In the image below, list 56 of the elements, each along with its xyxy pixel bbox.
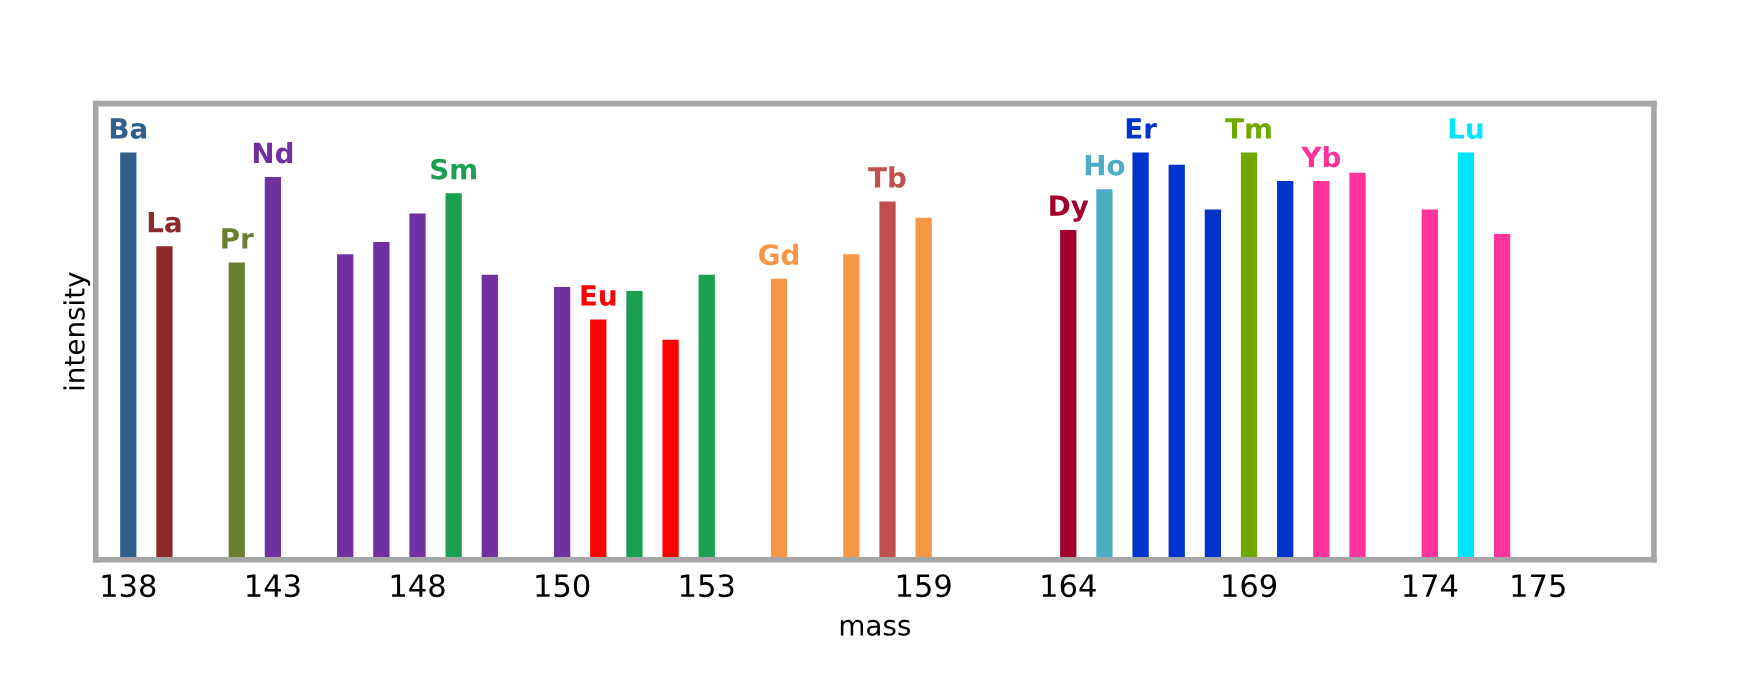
x-tick-label: 143 [247, 574, 300, 598]
bar [770, 278, 788, 560]
series-label: Ba [110, 118, 147, 139]
bar [445, 193, 462, 560]
bar [1277, 181, 1294, 560]
series-label: Ho [1085, 154, 1125, 176]
series-label: Lu [1449, 118, 1483, 139]
x-tick-label: 175 [1512, 574, 1565, 598]
series-label: Tb [868, 166, 906, 188]
x-tick-label: 148 [391, 574, 445, 598]
bar [156, 246, 173, 560]
series-label: Eu [581, 285, 616, 306]
x-tick-label: 164 [1042, 574, 1096, 598]
bar [1457, 152, 1475, 560]
bar [1349, 172, 1366, 560]
y-axis-title: intensity [63, 272, 91, 390]
x-tick-label: 150 [536, 574, 590, 598]
bar [1493, 233, 1511, 560]
series-label: Nd [253, 141, 293, 164]
x-tick-label: 169 [1223, 574, 1277, 598]
bar [553, 286, 571, 560]
bar [1421, 209, 1438, 560]
series-label: Gd [759, 243, 799, 266]
bar [1204, 209, 1222, 560]
series-label: Er [1126, 118, 1157, 139]
x-tick-label: 159 [897, 574, 951, 598]
bar [120, 152, 137, 560]
series-label: Pr [222, 228, 254, 249]
bar [1168, 164, 1185, 560]
series-label: Tm [1225, 118, 1271, 139]
bar [409, 213, 426, 560]
series-label: La [148, 212, 181, 233]
bar [698, 274, 715, 560]
bar [626, 290, 643, 560]
bar [1060, 229, 1077, 560]
bar [1313, 181, 1330, 560]
x-axis-title: mass [840, 619, 911, 636]
bar [337, 254, 354, 560]
bar [1096, 189, 1113, 560]
bar [1132, 152, 1149, 560]
x-tick-label: 174 [1404, 574, 1458, 597]
bar [1240, 152, 1258, 560]
bar [228, 262, 245, 560]
series-label: Sm [431, 158, 476, 180]
bar [481, 274, 498, 560]
x-tick-label: 138 [102, 574, 156, 598]
series-label: Dy [1050, 195, 1089, 222]
bar [373, 242, 390, 560]
bar [264, 176, 282, 560]
bar [879, 201, 896, 560]
series-label: Yb [1301, 145, 1341, 168]
bar [843, 254, 860, 560]
x-tick-label: 153 [680, 574, 734, 598]
bar [590, 319, 607, 560]
bar [915, 217, 932, 560]
bar [662, 339, 679, 560]
